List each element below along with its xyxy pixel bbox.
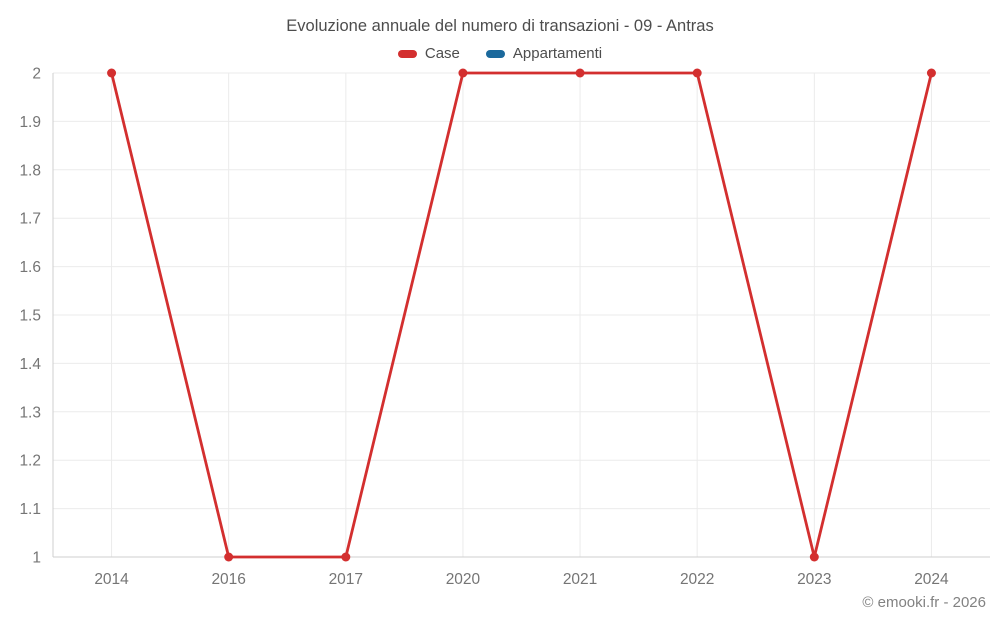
y-tick-label: 1.4: [19, 356, 41, 373]
x-tick-label: 2023: [797, 571, 831, 588]
y-tick-label: 1.3: [19, 404, 41, 421]
copyright-text: © emooki.fr - 2026: [862, 594, 986, 611]
x-tick-label: 2021: [563, 571, 597, 588]
y-tick-label: 1.8: [19, 162, 41, 179]
legend-label-case: Case: [424, 45, 460, 62]
data-point-case-2024[interactable]: [926, 68, 936, 78]
chart-title: Evoluzione annuale del numero di transaz…: [286, 17, 714, 35]
y-tick-label: 1.5: [19, 308, 41, 325]
y-tick-label: 1: [32, 550, 41, 567]
data-point-case-2020[interactable]: [458, 68, 468, 78]
y-tick-label: 1.2: [19, 453, 41, 470]
legend-item-case[interactable]: Case: [397, 45, 460, 62]
x-tick-label: 2014: [94, 571, 129, 588]
legend-swatch-appartamenti: [485, 49, 505, 58]
y-tick-label: 1.7: [19, 211, 41, 228]
data-point-case-2016[interactable]: [224, 552, 234, 562]
chart-legend: Case Appartamenti: [0, 45, 1000, 62]
x-tick-label: 2022: [680, 571, 714, 588]
y-tick-label: 2: [32, 66, 41, 83]
data-point-case-2022[interactable]: [692, 68, 702, 78]
y-tick-label: 1.9: [19, 114, 41, 131]
data-point-case-2014[interactable]: [107, 68, 117, 78]
x-tick-label: 2016: [211, 571, 245, 588]
x-tick-label: 2020: [446, 571, 481, 588]
legend-label-appartamenti: Appartamenti: [512, 45, 603, 62]
data-point-case-2023[interactable]: [809, 552, 819, 562]
legend-swatch-case: [397, 49, 417, 58]
x-tick-label: 2024: [914, 571, 949, 588]
legend-item-appartamenti[interactable]: Appartamenti: [485, 45, 603, 62]
series-line-case: [110, 71, 933, 559]
data-point-case-2021[interactable]: [575, 68, 585, 78]
data-point-case-2017[interactable]: [341, 552, 351, 562]
y-tick-label: 1.1: [19, 501, 41, 518]
y-tick-label: 1.6: [19, 259, 41, 276]
x-tick-label: 2017: [329, 571, 363, 588]
